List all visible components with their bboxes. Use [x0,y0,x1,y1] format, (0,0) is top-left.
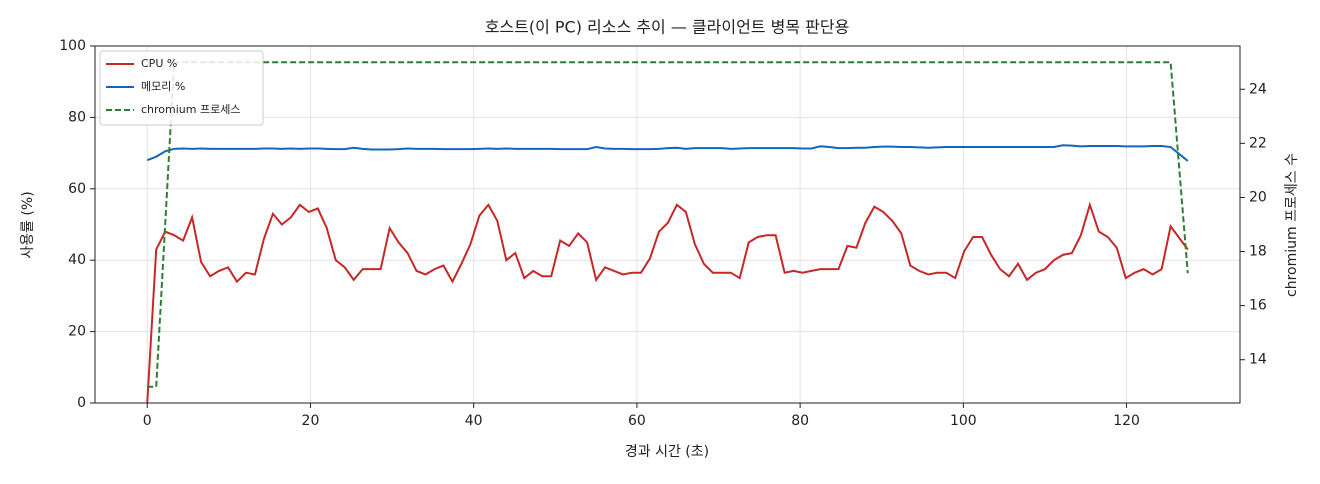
x-axis-label: 경과 시간 (초) [625,444,709,460]
y-tick-label: 20 [68,324,86,340]
y-tick-label: 60 [68,181,86,197]
x-tick-label: 20 [302,413,320,429]
y2-tick-label: 16 [1249,298,1267,314]
legend: CPU % 메모리 % chromium 프로세스 [99,50,264,126]
y2-axis-label: chromium 프로세스 수 [1284,153,1300,297]
series-line [147,61,1189,388]
y-tick-label: 80 [68,109,86,125]
y2-tick-label: 20 [1249,189,1267,205]
y2-tick-label: 22 [1249,135,1267,151]
y2-tick-label: 24 [1249,81,1267,97]
x-tick-label: 40 [465,413,483,429]
series-line [146,144,1189,162]
plot-frame [94,45,1241,404]
legend-label: 메모리 % [141,80,185,93]
x-tick-label: 0 [143,413,152,429]
x-tick-label: 120 [1113,413,1140,429]
chart-title: 호스트(이 PC) 리소스 추이 — 클라이언트 병목 판단용 [485,18,850,37]
x-tick-label: 100 [950,413,977,429]
y-tick-label: 0 [77,395,86,411]
x-tick-label: 80 [791,413,809,429]
y2-tick-label: 18 [1249,244,1267,260]
legend-label: CPU % [141,57,177,70]
y2-tick-label: 14 [1249,352,1267,368]
plot [146,61,1189,404]
legend-label: chromium 프로세스 [141,103,240,116]
y-axis-label: 사용률 (%) [20,191,36,258]
y-tick-label: 40 [68,252,86,268]
y-tick-label: 100 [59,38,86,54]
legend-box [99,50,264,126]
series-line [146,201,1189,404]
x-tick-label: 60 [628,413,646,429]
